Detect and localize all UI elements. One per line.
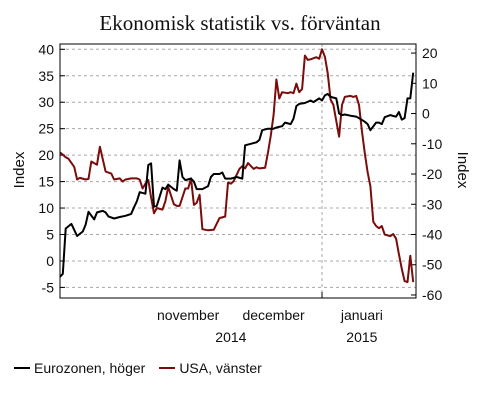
right-tick-label: -10	[422, 136, 442, 152]
left-tick-label: -5	[42, 279, 55, 295]
x-year-label: 2014	[215, 329, 246, 345]
legend-swatch-eurozone	[14, 367, 30, 369]
left-tick-label: 0	[46, 253, 54, 269]
left-tick-label: 25	[38, 121, 54, 137]
right-axis-ticks: 20 10 0 -10 -20 -30 -40 -50 -60	[411, 45, 442, 303]
legend-item-usa: USA, vänster	[159, 360, 262, 376]
left-axis-label: Index	[11, 151, 28, 188]
right-axis-label: Index	[454, 152, 471, 189]
left-tick-label: 20	[38, 147, 54, 163]
legend-item-eurozone: Eurozonen, höger	[14, 360, 145, 376]
legend: Eurozonen, höger USA, vänster	[14, 360, 276, 376]
gridlines	[60, 44, 416, 298]
left-tick-label: 10	[38, 200, 54, 216]
right-tick-label: 10	[422, 75, 438, 91]
right-tick-label: -30	[422, 196, 442, 212]
x-month-label: november	[157, 307, 220, 323]
chart-title: Ekonomisk statistik vs. förväntan	[99, 11, 381, 35]
right-tick-label: -60	[422, 287, 442, 303]
x-year-label: 2015	[346, 329, 377, 345]
right-tick-label: 0	[422, 106, 430, 122]
left-axis-ticks: 40 35 30 25 20 15 10 5 0 -5	[38, 41, 65, 295]
left-tick-label: 30	[38, 94, 54, 110]
series-line-usa	[59, 48, 415, 284]
left-tick-label: 40	[38, 41, 54, 57]
right-tick-label: 20	[422, 45, 438, 61]
right-tick-label: -40	[422, 227, 442, 243]
left-tick-label: 15	[38, 174, 54, 190]
left-tick-label: 5	[46, 227, 54, 243]
legend-label-eurozone: Eurozonen, höger	[34, 360, 146, 376]
legend-label-usa: USA, vänster	[179, 360, 262, 376]
legend-swatch-usa	[159, 367, 176, 369]
series-lines	[59, 48, 415, 284]
x-month-label: december	[242, 307, 305, 323]
x-month-label: januari	[340, 307, 383, 323]
right-tick-label: -50	[422, 257, 442, 273]
x-axis-ticks: november december januari 2014 2015	[157, 292, 383, 345]
right-tick-label: -20	[422, 166, 442, 182]
series-line-eurozone	[59, 72, 415, 278]
plot-frame	[59, 43, 417, 299]
left-tick-label: 35	[38, 68, 54, 84]
